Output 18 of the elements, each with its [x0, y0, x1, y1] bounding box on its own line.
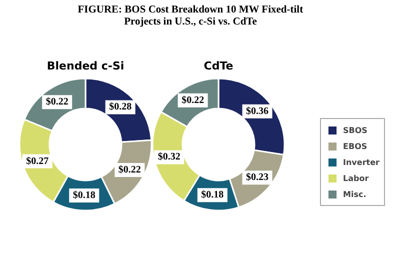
chart-subtitle: CdTe [204, 60, 234, 72]
chart-subtitle: Blended c-Si [46, 60, 124, 72]
data-label: $0.22 [118, 164, 141, 176]
legend-label: Inverter [343, 156, 380, 168]
text: FIGURE: BOS Cost Breakdown 10 MW Fixed-tilt Projects in U.S., c-Si vs. CdTe [78, 4, 304, 28]
legend-label: SBOS [343, 124, 368, 136]
data-label: $0.23 [246, 172, 269, 184]
legend-label: Misc. [343, 188, 366, 200]
legend-label: EBOS [343, 140, 368, 152]
data-label: $0.22 [182, 94, 204, 106]
data-label: $0.18 [72, 190, 96, 201]
legend-label: Labor [343, 172, 369, 184]
data-label: $0.36 [246, 106, 269, 117]
data-label: $0.28 [109, 102, 132, 113]
data-label: $0.32 [158, 152, 180, 163]
data-label: $0.27 [26, 156, 49, 167]
data-label: $0.22 [46, 96, 68, 108]
data-label: $0.18 [201, 190, 224, 201]
